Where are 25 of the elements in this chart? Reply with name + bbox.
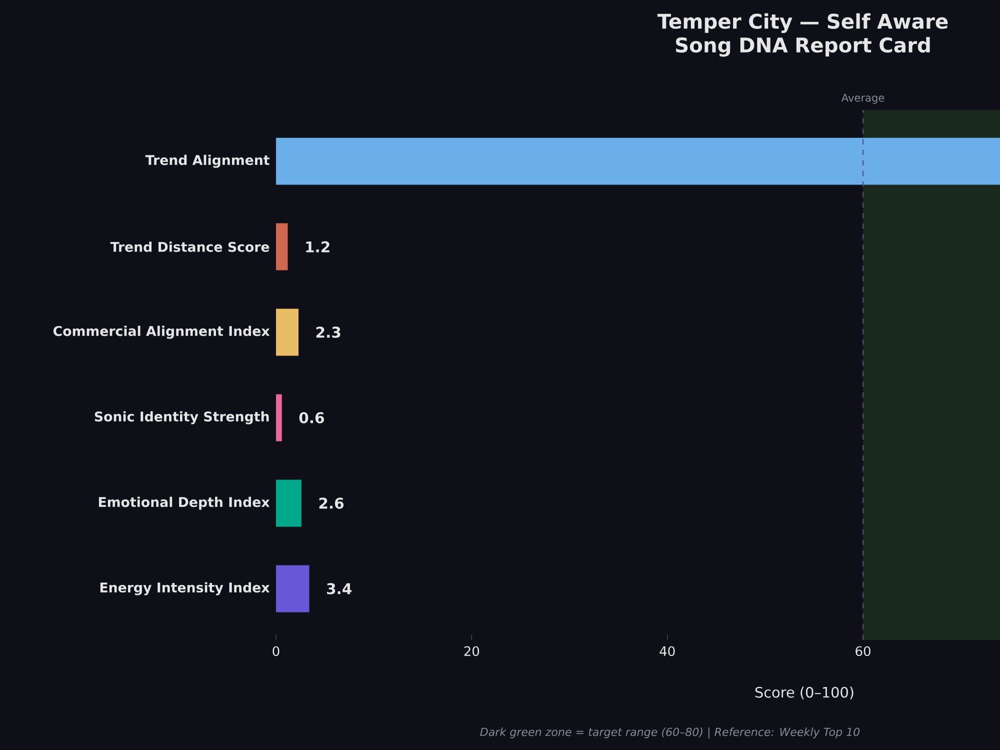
y-tick-label: Emotional Depth Index: [98, 496, 270, 510]
bar: [276, 308, 299, 356]
y-tick-label: Trend Alignment: [145, 154, 270, 168]
bar: [276, 223, 288, 270]
x-tick-label: 20: [464, 646, 480, 656]
x-axis-title: Score (0–100): [755, 686, 854, 700]
x-tick-label: 60: [856, 646, 870, 656]
y-tick-label: Commercial Alignment Index: [53, 326, 270, 339]
bar: [276, 480, 302, 527]
y-tick-label: Sonic Identity Strength: [94, 411, 269, 424]
y-tick-label: Trend Distance Score: [110, 242, 270, 252]
data-label: 2.6: [319, 498, 344, 509]
chart-title: Temper City — Self Aware Song DNA Report Card: [657, 13, 948, 57]
bar: [276, 565, 310, 612]
data-label: 0.6: [299, 412, 324, 424]
bar: [276, 138, 1000, 185]
x-tick-label: 0: [272, 646, 280, 656]
data-label: 3.4: [327, 583, 352, 594]
x-tick-label: 40: [660, 646, 675, 656]
bar: [276, 394, 282, 442]
data-label: 2.3: [316, 326, 340, 338]
text: Dark green zone = target range (60–80) | Reference: Weekly Top 10: [480, 727, 860, 739]
data-label: 1.2: [306, 241, 330, 252]
y-tick-label: Energy Intensity Index: [100, 582, 270, 596]
ref-line-label: Average: [841, 94, 884, 104]
